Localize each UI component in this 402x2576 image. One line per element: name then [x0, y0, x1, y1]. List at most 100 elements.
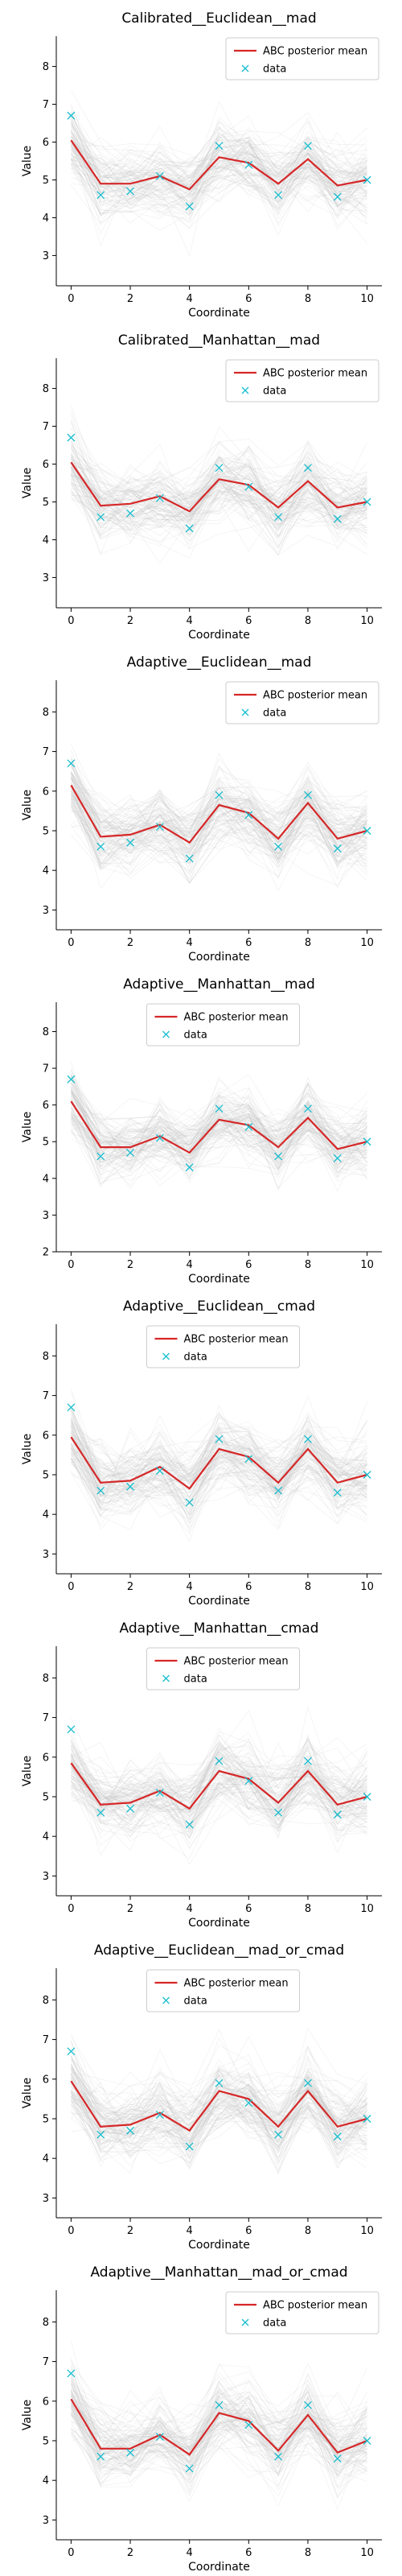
posterior-sample-line: [71, 476, 367, 526]
x-tick-label: 0: [68, 2547, 74, 2559]
posterior-sample-line: [71, 2094, 367, 2136]
posterior-sample-line: [71, 448, 367, 506]
posterior-sample-line: [71, 2078, 367, 2151]
posterior-sample-line: [71, 2029, 367, 2124]
posterior-sample-line: [71, 1444, 367, 1513]
posterior-sample-line: [71, 445, 367, 523]
posterior-sample-line: [71, 473, 367, 526]
posterior-sample-line: [71, 765, 367, 863]
x-tick-label: 4: [187, 937, 193, 949]
data-point-marker: [303, 1757, 312, 1765]
posterior-sample-line: [71, 2070, 367, 2142]
posterior-sample-line: [71, 781, 367, 866]
legend-mean-label: ABC posterior mean: [263, 46, 367, 58]
legend-data-label: data: [263, 2318, 286, 2330]
posterior-sample-line: [71, 2359, 367, 2447]
posterior-sample-line: [71, 1105, 367, 1179]
posterior-sample-line: [71, 2394, 367, 2475]
posterior-sample-line: [71, 456, 367, 519]
data-point-marker: [274, 513, 283, 522]
posterior-sample-line: [71, 2076, 367, 2146]
data-point-marker: [333, 2454, 342, 2463]
posterior-sample-line: [71, 2062, 367, 2135]
posterior-sample-line: [71, 2058, 367, 2149]
posterior-sample-line: [71, 1100, 367, 1170]
posterior-sample-line: [71, 1092, 367, 1183]
posterior-sample-line: [71, 1388, 367, 1476]
posterior-sample-line: [71, 115, 367, 188]
posterior-sample-line: [71, 1420, 367, 1509]
posterior-sample-line: [71, 2405, 367, 2486]
x-tick-label: 8: [305, 2547, 311, 2559]
x-tick-label: 6: [245, 2547, 252, 2559]
posterior-sample-line: [71, 2391, 367, 2469]
data-point-marker: [96, 2452, 105, 2461]
x-tick-label: 4: [187, 293, 193, 305]
posterior-sample-line: [71, 150, 367, 213]
data-point-marker: [96, 191, 105, 200]
posterior-sample-line: [71, 777, 367, 837]
posterior-sample-line: [71, 481, 367, 547]
y-tick-label: 4: [43, 2475, 49, 2487]
posterior-sample-line: [71, 2394, 367, 2467]
posterior-sample-line: [71, 1451, 367, 1493]
posterior-sample-line: [71, 1111, 367, 1170]
x-tick-label: 4: [187, 1903, 193, 1915]
posterior-sample-line: [71, 2056, 367, 2149]
posterior-sample-line: [71, 459, 367, 535]
posterior-sample-line: [71, 1437, 367, 1509]
posterior-sample-line: [71, 130, 367, 214]
data-point-marker: [185, 1498, 194, 1507]
posterior-sample-line: [71, 803, 367, 865]
posterior-sample-line: [71, 1767, 367, 1860]
posterior-sample-line: [71, 492, 367, 555]
data-point-marker: [215, 2079, 224, 2087]
x-tick-label: 0: [68, 615, 74, 627]
legend-data-swatch: [162, 1030, 170, 1038]
posterior-sample-line: [71, 1732, 367, 1804]
posterior-sample-line: [71, 1426, 367, 1499]
x-tick-label: 10: [360, 1259, 374, 1271]
posterior-sample-line: [71, 476, 367, 550]
data-point-marker: [67, 433, 76, 442]
posterior-sample-line: [71, 137, 367, 207]
posterior-sample-line: [71, 1773, 367, 1835]
posterior-sample-line: [71, 2340, 367, 2460]
posterior-sample-line: [71, 1710, 367, 1810]
posterior-sample-line: [71, 1104, 367, 1159]
y-tick-label: 6: [43, 2396, 49, 2408]
posterior-sample-line: [71, 1736, 367, 1794]
legend-frame: [225, 359, 379, 402]
data-point-marker: [155, 2111, 164, 2120]
posterior-sample-line: [71, 1727, 367, 1813]
x-axis-label: Coordinate: [188, 307, 250, 320]
posterior-sample-line: [71, 163, 367, 203]
posterior-sample-line: [71, 1738, 367, 1816]
posterior-sample-line: [71, 1429, 367, 1489]
posterior-sample-line: [71, 2087, 367, 2160]
posterior-sample-line: [71, 456, 367, 539]
posterior-sample-line: [71, 491, 367, 546]
posterior-sample-line: [71, 440, 367, 514]
posterior-samples: [71, 89, 367, 257]
posterior-sample-line: [71, 749, 367, 834]
posterior-sample-line: [71, 2056, 367, 2147]
posterior-sample-line: [71, 151, 367, 205]
posterior-sample-line: [71, 2405, 367, 2489]
posterior-sample-line: [71, 1756, 367, 1829]
posterior-sample-line: [71, 138, 367, 186]
posterior-sample-line: [71, 2084, 367, 2140]
posterior-sample-line: [71, 2078, 367, 2169]
posterior-sample-line: [71, 1112, 367, 1141]
posterior-sample-line: [71, 146, 367, 213]
x-axis-label: Coordinate: [188, 1273, 250, 1286]
posterior-sample-line: [71, 772, 367, 850]
x-tick-label: 4: [187, 2547, 193, 2559]
posterior-sample-line: [71, 2103, 367, 2145]
data-point-marker: [274, 2130, 283, 2139]
posterior-sample-line: [71, 2380, 367, 2457]
posterior-sample-line: [71, 1102, 367, 1192]
x-tick-label: 10: [360, 2225, 374, 2237]
posterior-sample-line: [71, 752, 367, 846]
posterior-sample-line: [71, 772, 367, 862]
